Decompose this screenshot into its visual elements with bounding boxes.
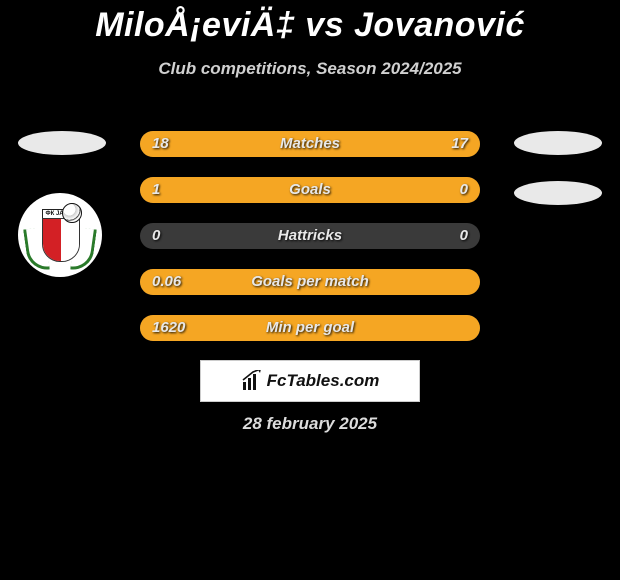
player-left-club-badge: ФК ЈАВОР bbox=[18, 193, 102, 277]
stats-area: 18 Matches 17 1 Goals 0 0 Hattricks 0 0.… bbox=[140, 131, 480, 361]
player-right-club-placeholder bbox=[514, 181, 602, 205]
player-right-column bbox=[514, 131, 602, 231]
shield-body bbox=[42, 218, 80, 262]
stat-label: Goals per match bbox=[140, 269, 480, 295]
stat-right-value: 0 bbox=[460, 223, 468, 249]
branding-box[interactable]: FcTables.com bbox=[201, 361, 419, 401]
footer-date: 28 february 2025 bbox=[0, 414, 620, 434]
stat-label: Matches bbox=[140, 131, 480, 157]
player-right-photo-placeholder bbox=[514, 131, 602, 155]
page-title: MiloÅ¡eviÄ‡ vs Jovanović bbox=[0, 6, 620, 45]
stat-row-goals: 1 Goals 0 bbox=[140, 177, 480, 203]
branding-text: FcTables.com bbox=[267, 371, 380, 391]
player-left-photo-placeholder bbox=[18, 131, 106, 155]
shield-icon: ФК ЈАВОР bbox=[36, 205, 84, 265]
football-icon bbox=[62, 203, 82, 223]
stat-label: Hattricks bbox=[140, 223, 480, 249]
stat-row-goals-per-match: 0.06 Goals per match bbox=[140, 269, 480, 295]
stat-row-matches: 18 Matches 17 bbox=[140, 131, 480, 157]
page-subtitle: Club competitions, Season 2024/2025 bbox=[0, 59, 620, 79]
stat-right-value: 17 bbox=[451, 131, 468, 157]
stat-label: Min per goal bbox=[140, 315, 480, 341]
stat-label: Goals bbox=[140, 177, 480, 203]
stat-row-min-per-goal: 1620 Min per goal bbox=[140, 315, 480, 341]
comparison-widget: MiloÅ¡eviÄ‡ vs Jovanović Club competitio… bbox=[0, 6, 620, 580]
stat-row-hattricks: 0 Hattricks 0 bbox=[140, 223, 480, 249]
player-left-column: ФК ЈАВОР bbox=[18, 131, 106, 277]
bar-chart-icon bbox=[241, 370, 263, 392]
stat-right-value: 0 bbox=[460, 177, 468, 203]
